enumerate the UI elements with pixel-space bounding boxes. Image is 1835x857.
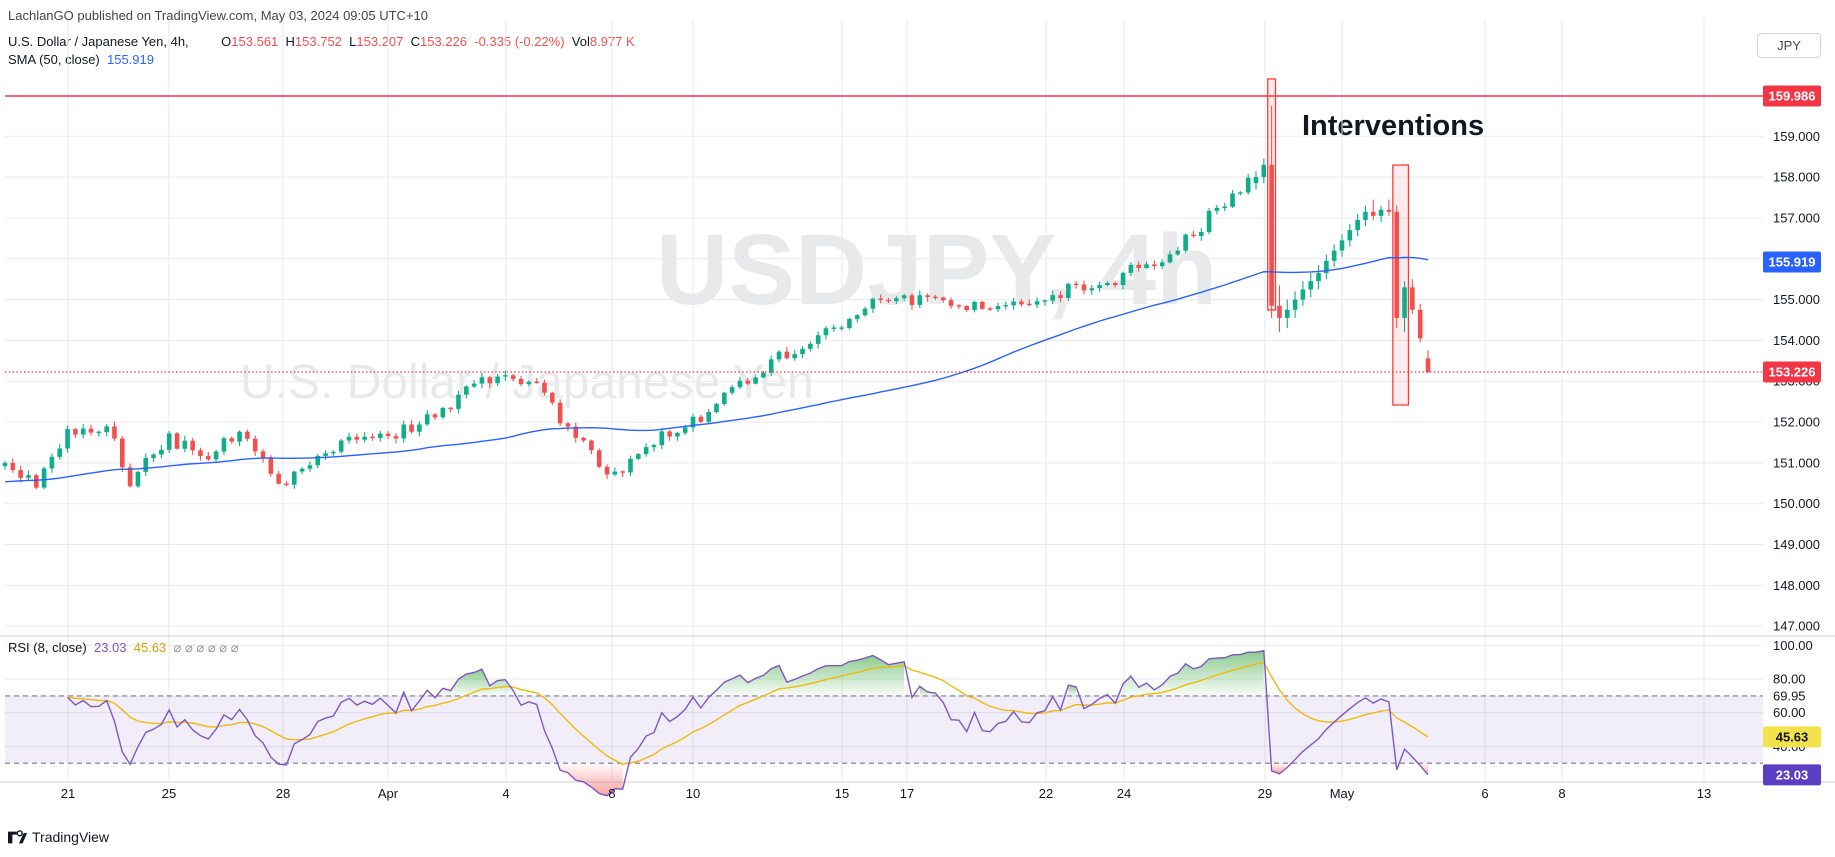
svg-text:159.986: 159.986 <box>1769 89 1816 104</box>
svg-text:8: 8 <box>608 786 615 801</box>
svg-text:152.000: 152.000 <box>1773 415 1820 430</box>
svg-text:149.000: 149.000 <box>1773 537 1820 552</box>
svg-text:8: 8 <box>1558 786 1565 801</box>
svg-text:29: 29 <box>1258 786 1272 801</box>
svg-text:6: 6 <box>1481 786 1488 801</box>
svg-text:151.000: 151.000 <box>1773 455 1820 470</box>
svg-text:RSI (8, close) 23.03 45.63: RSI (8, close) 23.03 45.63 ⌀ ⌀ ⌀ ⌀ ⌀ ⌀ <box>8 640 239 655</box>
svg-text:153.226: 153.226 <box>1769 365 1816 380</box>
svg-text:23.03: 23.03 <box>1776 767 1809 782</box>
svg-text:28: 28 <box>276 786 290 801</box>
svg-text:May: May <box>1330 786 1355 801</box>
svg-text:158.000: 158.000 <box>1773 170 1820 185</box>
svg-text:100.00: 100.00 <box>1773 638 1813 653</box>
svg-text:150.000: 150.000 <box>1773 496 1820 511</box>
svg-text:25: 25 <box>162 786 176 801</box>
svg-text:Apr: Apr <box>378 786 399 801</box>
svg-text:148.000: 148.000 <box>1773 578 1820 593</box>
svg-text:22: 22 <box>1039 786 1053 801</box>
svg-text:15: 15 <box>835 786 849 801</box>
svg-text:4: 4 <box>502 786 509 801</box>
svg-text:154.000: 154.000 <box>1773 333 1820 348</box>
svg-text:13: 13 <box>1697 786 1711 801</box>
svg-text:21: 21 <box>61 786 75 801</box>
svg-text:69.95: 69.95 <box>1773 688 1806 703</box>
svg-text:159.000: 159.000 <box>1773 129 1820 144</box>
svg-text:80.00: 80.00 <box>1773 672 1806 687</box>
svg-text:10: 10 <box>686 786 700 801</box>
svg-text:45.63: 45.63 <box>1776 729 1809 744</box>
svg-text:157.000: 157.000 <box>1773 210 1820 225</box>
svg-text:17: 17 <box>900 786 914 801</box>
svg-text:24: 24 <box>1117 786 1131 801</box>
svg-text:147.000: 147.000 <box>1773 619 1820 634</box>
svg-text:155.919: 155.919 <box>1769 255 1816 270</box>
svg-text:60.00: 60.00 <box>1773 705 1806 720</box>
svg-text:155.000: 155.000 <box>1773 292 1820 307</box>
